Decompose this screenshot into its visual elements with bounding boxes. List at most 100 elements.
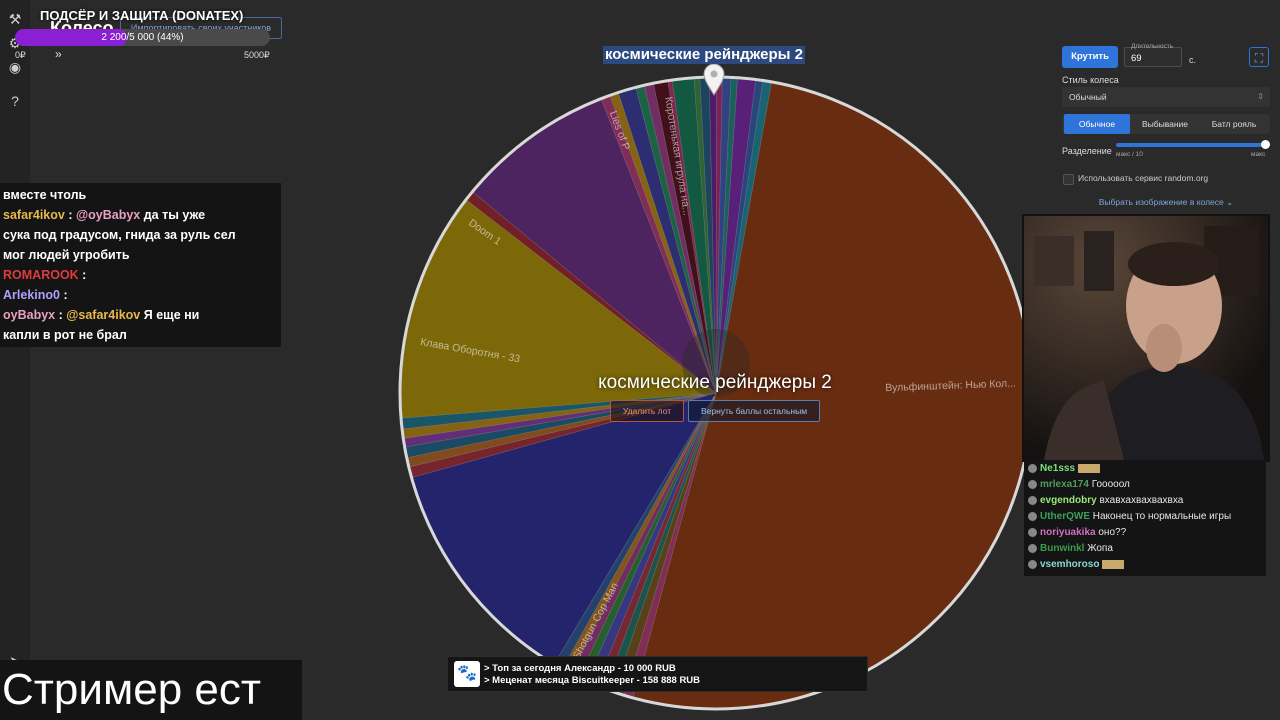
chat-left-line: мог людей угробить: [3, 245, 278, 265]
split-max-label: макс: [1251, 151, 1266, 158]
chat-left-segment: @oyBabyx: [75, 208, 141, 222]
random-org-checkbox[interactable]: [1063, 174, 1074, 185]
mode-battle-royale[interactable]: Батл рояль: [1211, 119, 1257, 129]
chat-message: Жопа: [1084, 543, 1113, 554]
chat-badge-icon: [1028, 559, 1037, 569]
chat-left-line: ROMAROOK :: [3, 265, 278, 285]
donation-min: 0₽: [15, 50, 26, 60]
chat-left-segment: да ты уже: [140, 208, 206, 222]
banner-patron-month: > Меценат месяца Biscuitkeeper - 158 888…: [484, 675, 701, 686]
banner-top-today: > Топ за сегодня Александр - 10 000 RUB: [484, 663, 676, 674]
webcam-feed: [1022, 214, 1270, 462]
paw-icon: 🐾: [454, 661, 480, 687]
chat-badge-icon: [1028, 543, 1037, 553]
donation-banner: 🐾 > Топ за сегодня Александр - 10 000 RU…: [447, 656, 868, 692]
chat-badge-icon: [1028, 511, 1037, 521]
chat-message: оно??: [1095, 527, 1127, 538]
webcam-image: [1024, 216, 1268, 460]
hammer-icon[interactable]: ⚒: [8, 11, 22, 27]
donation-progress-bar: 2 200/5 000 (44%): [15, 29, 270, 46]
chat-left-line: вместе чтоль: [3, 185, 278, 205]
chat-left-segment: :: [78, 268, 87, 282]
left-rail: ⚒ ⚙ ◉ ? ➤: [0, 0, 30, 720]
wheel-hub: [682, 329, 750, 397]
chat-right-line: noriyuakika оно??: [1028, 525, 1262, 541]
help-icon[interactable]: ?: [11, 93, 19, 109]
chat-badge-icon: [1028, 527, 1037, 537]
chat-left-line: капли в рот не брал: [3, 325, 278, 345]
chat-left-segment: oyBabyx: [3, 308, 56, 322]
chat-right-line: Ne1sss: [1028, 461, 1262, 477]
chat-right-line: Bunwinkl Жопа: [1028, 541, 1262, 557]
chat-username: Ne1sss: [1040, 463, 1076, 474]
delete-lot-button[interactable]: Удалить лот: [610, 400, 684, 422]
split-slider[interactable]: [1116, 140, 1270, 149]
chat-emote-icon: [1102, 559, 1125, 569]
split-label: Разделение: [1062, 146, 1112, 156]
chat-username: mrlexa174: [1040, 479, 1089, 490]
chevron-down-icon: ⌄: [1226, 197, 1234, 207]
donation-goal-title: ПОДСЁР И ЗАЩИТА (DONATEX): [40, 8, 244, 23]
random-org-label: Использовать сервис random.org: [1078, 173, 1209, 183]
chat-message: Гооооол: [1088, 479, 1130, 490]
fullscreen-icon[interactable]: ⛶: [1249, 47, 1269, 67]
chat-left-line: oyBabyx : @safar4ikov Я еще ни: [3, 305, 278, 325]
mode-elimination[interactable]: Выбывание: [1141, 119, 1189, 129]
duration-unit: с.: [1189, 55, 1197, 65]
chat-left-segment: Arlekino0: [3, 288, 60, 302]
chat-left-segment: вместе чтоль: [3, 188, 87, 202]
chat-message: Наконец то нормальные игры: [1090, 511, 1232, 522]
chat-badge-icon: [1028, 463, 1037, 473]
wheel-mode-tabs: Обычное Выбывание Батл рояль: [1062, 114, 1270, 134]
chat-right-line: mrlexa174 Гооооол: [1028, 477, 1262, 493]
choose-image-link[interactable]: Выбрать изображение в колесе ⌄: [1062, 197, 1270, 208]
chat-left-segment: капли в рот не брал: [3, 328, 127, 342]
spin-button[interactable]: Крутить: [1062, 46, 1118, 68]
chevron-updown-icon: ⇕: [1257, 92, 1264, 101]
chat-left-segment: Я еще ни: [140, 308, 200, 322]
chat-left-segment: мог людей угробить: [3, 248, 130, 262]
return-points-button[interactable]: Вернуть баллы остальным: [688, 400, 820, 422]
wheel-style-label: Стиль колеса: [1062, 75, 1119, 85]
donation-progress-fill: [15, 29, 128, 46]
chat-left-line: сука под градусом, гнида за руль сел: [3, 225, 278, 245]
chat-left-segment: :: [55, 308, 67, 322]
wheel-pointer-icon: [703, 64, 725, 96]
wheel-dim-overlay: [400, 77, 1032, 709]
stream-chat-left: вместе чтоль safar4ikov : @oyBabyx да ты …: [0, 183, 281, 347]
chat-left-line: safar4ikov : @oyBabyx да ты уже: [3, 205, 278, 225]
mode-normal[interactable]: Обычное: [1064, 114, 1130, 134]
chat-left-segment: :: [64, 208, 76, 222]
chat-right-line: UtherQWE Наконец то нормальные игры: [1028, 509, 1262, 525]
wheel-style-select[interactable]: Обычный ⇕: [1062, 87, 1270, 107]
chat-username: UtherQWE: [1040, 511, 1090, 522]
chat-username: evgendobry: [1040, 495, 1097, 506]
chat-username: vsemhoroso: [1040, 559, 1100, 570]
chat-left-segment: @safar4ikov: [66, 308, 141, 322]
duration-input[interactable]: 69: [1124, 47, 1182, 67]
chat-left-segment: ROMAROOK: [3, 268, 79, 282]
duration-label: Длительность: [1131, 43, 1174, 50]
chat-emote-icon: [1078, 463, 1101, 473]
chat-username: Bunwinkl: [1040, 543, 1085, 554]
live-subtitle: Стример ест: [0, 660, 302, 720]
wheel-winner-title: космические рейнджеры 2: [603, 46, 805, 64]
chat-right-line: vsemhoroso: [1028, 557, 1262, 573]
split-min-label: макс / 10: [1116, 151, 1143, 158]
donation-progress-text: 2 200/5 000 (44%): [101, 32, 184, 43]
wheel-center-winner: космические рейнджеры 2: [598, 372, 832, 393]
chat-left-line: Arlekino0 :: [3, 285, 278, 305]
donation-max: 5000₽: [244, 50, 270, 60]
chat-left-segment: сука под градусом, гнида за руль сел: [3, 228, 236, 242]
chat-username: noriyuakika: [1040, 527, 1096, 538]
stream-chat-right: Ne1sss mrlexa174 Гооооол evgendobry вхавха…: [1024, 460, 1266, 576]
donation-arrow-icon: »: [55, 47, 62, 61]
chat-right-line: evgendobry вхавхахвахвахвха: [1028, 493, 1262, 509]
split-slider-knob[interactable]: [1261, 140, 1270, 149]
chat-message: вхавхахвахвахвха: [1096, 495, 1184, 506]
choose-image-text: Выбрать изображение в колесе: [1098, 197, 1224, 207]
chat-left-segment: safar4ikov: [3, 208, 65, 222]
chat-badge-icon: [1028, 479, 1037, 489]
wheel-icon[interactable]: ◉: [8, 59, 22, 75]
wheel-label: Вульфинштейн: Нью Кол...: [885, 378, 1016, 395]
